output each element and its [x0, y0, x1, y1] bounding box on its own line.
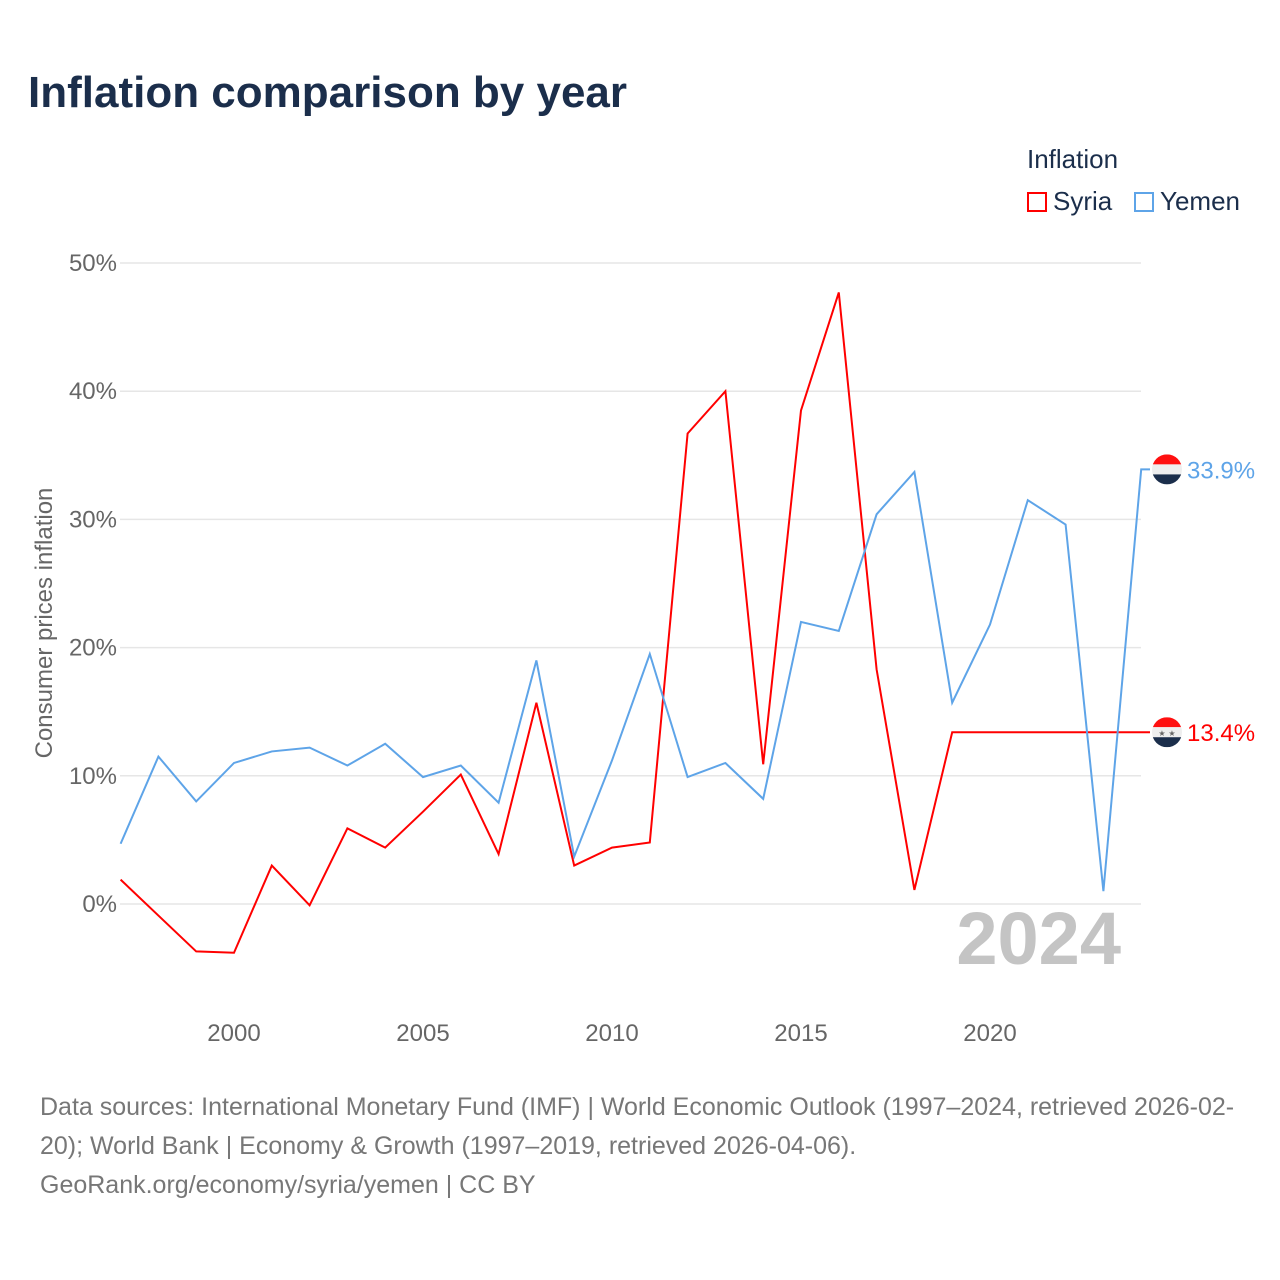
chart-title: Inflation comparison by year: [28, 68, 628, 117]
legend-swatch-syria: [1027, 191, 1047, 212]
svg-text:★: ★: [1168, 729, 1175, 738]
legend-label-yemen: Yemen: [1160, 186, 1240, 216]
source-line-2[interactable]: GeoRank.org/economy/syria/yemen | CC BY: [40, 1171, 536, 1199]
flag-icon-syria: ★ ★: [1152, 717, 1182, 748]
y-tick-label: 0%: [82, 891, 117, 918]
y-tick-label: 30%: [69, 506, 117, 533]
legend-swatch-yemen: [1134, 191, 1154, 212]
flag-icon-yemen: [1152, 454, 1182, 485]
year-watermark: 2024: [956, 897, 1121, 980]
x-tick-label: 2010: [585, 1020, 638, 1047]
svg-text:★: ★: [1158, 729, 1165, 738]
end-label-syria: 13.4%: [1187, 720, 1255, 747]
y-axis-label: Consumer prices inflation: [31, 488, 58, 759]
series-line-syria: [119, 292, 1150, 954]
y-tick-label: 10%: [69, 763, 117, 790]
legend-item-yemen[interactable]: Yemen: [1134, 186, 1240, 217]
legend-item-syria[interactable]: Syria: [1027, 186, 1112, 217]
x-tick-label: 2005: [396, 1020, 449, 1047]
x-tick-label: 2020: [963, 1020, 1016, 1047]
y-tick-label: 20%: [69, 635, 117, 662]
y-tick-label: 50%: [69, 250, 117, 277]
source-note: Data sources: International Monetary Fun…: [40, 1088, 1250, 1205]
end-label-yemen: 33.9%: [1187, 457, 1255, 484]
series-line-yemen: [119, 468, 1150, 892]
x-tick-label: 2000: [207, 1020, 260, 1047]
legend-label-syria: Syria: [1053, 186, 1113, 216]
x-tick-label: 2015: [774, 1020, 827, 1047]
legend-title: Inflation: [1027, 144, 1119, 174]
source-line-1: Data sources: International Monetary Fun…: [40, 1093, 1235, 1160]
y-tick-label: 40%: [69, 378, 117, 405]
